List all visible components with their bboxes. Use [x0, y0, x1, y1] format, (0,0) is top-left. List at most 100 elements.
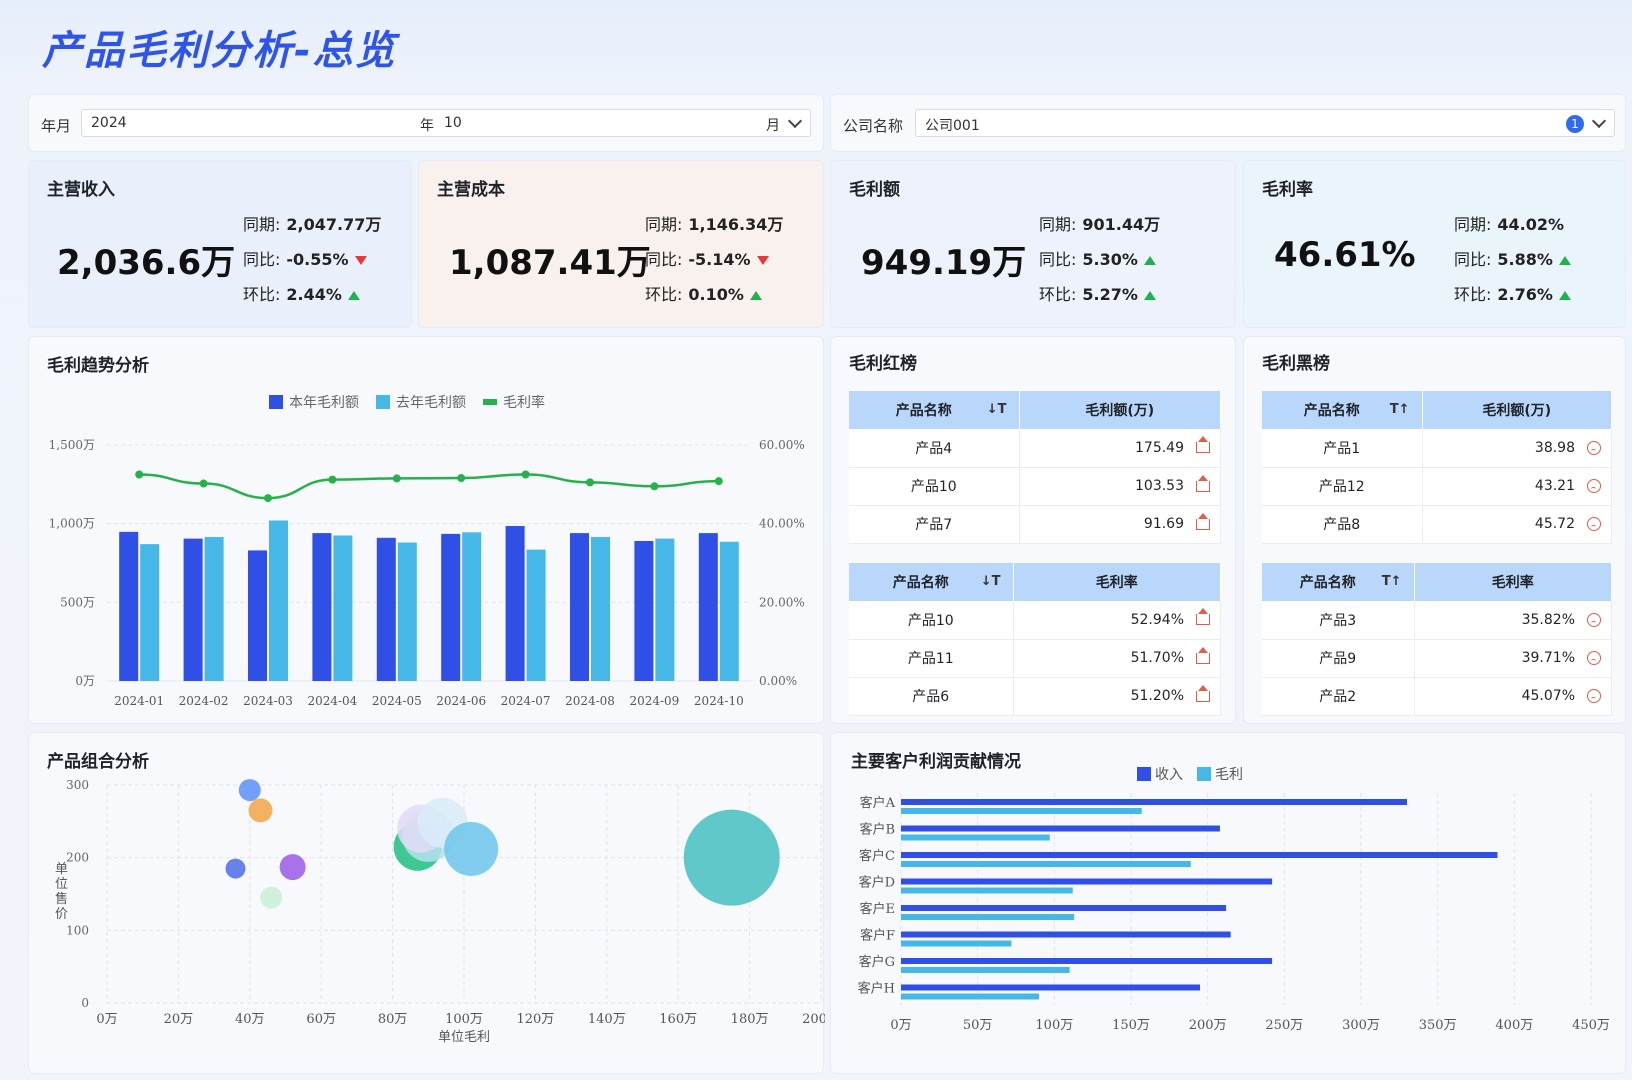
legend-label: 去年毛利额	[396, 395, 466, 411]
arrow-down-icon	[354, 256, 367, 265]
x-tick-label: 140万	[588, 1012, 626, 1027]
x-tick-label: 0万	[96, 1012, 117, 1027]
table-row[interactable]: 产品12 43.21	[1262, 467, 1612, 506]
red-rank-panel: 毛利红榜 产品名称 ↓T 毛利额(万) 产品4 175.49 产品10 103.53 产品7 9…	[830, 336, 1236, 724]
x-tick-label: 100万	[1035, 1018, 1073, 1033]
sort-icon[interactable]: T↑	[1381, 574, 1402, 589]
table-row[interactable]: 产品1 38.98	[1262, 429, 1612, 468]
product-name-cell: 产品3	[1262, 601, 1415, 640]
bar	[333, 535, 353, 681]
customer-chart-title: 主要客户利润贡献情况	[851, 752, 1021, 772]
crown-icon	[1196, 512, 1210, 530]
company-select[interactable]: 公司001 1	[915, 109, 1615, 137]
bubble	[225, 858, 246, 879]
table-row[interactable]: 产品8 45.72	[1262, 505, 1612, 544]
y-right-tick-label: 0.00%	[759, 674, 797, 688]
bar	[634, 540, 654, 681]
table-row[interactable]: 产品10 103.53	[849, 467, 1221, 506]
table-row[interactable]: 产品6 51.20%	[849, 677, 1221, 716]
table-row[interactable]: 产品11 51.70%	[849, 639, 1221, 678]
value-cell: 51.70%	[1013, 639, 1221, 678]
value-cell: 39.71%	[1414, 639, 1612, 678]
table-row[interactable]: 产品4 175.49	[849, 429, 1221, 468]
bar	[183, 538, 203, 681]
kpi-same-row: 同期: 1,146.34万	[645, 211, 783, 235]
legend-swatch	[1137, 767, 1151, 781]
bar	[719, 541, 739, 681]
line-point	[328, 475, 337, 484]
crown-icon	[1196, 646, 1210, 664]
col-product-name[interactable]: 产品名称 T↑	[1262, 391, 1423, 429]
value-text: 175.49	[1135, 439, 1184, 456]
col-value: 毛利率	[1013, 563, 1221, 601]
year-month-select[interactable]: 2024 年 10 月	[81, 109, 811, 137]
bar	[901, 808, 1142, 814]
sad-face-icon	[1587, 517, 1601, 531]
col-value: 毛利率	[1414, 563, 1612, 601]
kpi-mom-value: 2.76%	[1497, 285, 1553, 304]
bar	[505, 526, 525, 681]
customer-chart: 0万 50万 100万 150万 200万 250万 300万 350万 400万 450万 客户A…	[858, 767, 1610, 1033]
bar	[901, 984, 1200, 991]
value-cell: 35.82%	[1414, 601, 1612, 640]
trend-chart: 0万 500万 1,000万 1,500万 0.00% 20.00% 40.00% 60.00…	[49, 394, 805, 708]
sort-icon[interactable]: ↓T	[986, 402, 1007, 417]
bar	[376, 537, 396, 681]
sort-icon[interactable]: ↓T	[980, 574, 1001, 589]
kpi-same-value: 44.02%	[1497, 215, 1565, 234]
kpi-yoy-label: 同比:	[645, 250, 683, 269]
col-product-name-label: 产品名称	[1303, 403, 1360, 419]
bar	[526, 549, 546, 681]
legend-swatch	[269, 395, 283, 409]
y-tick-label: 客户F	[860, 928, 895, 944]
col-product-name[interactable]: 产品名称 ↓T	[849, 563, 1014, 601]
legend-swatch	[483, 399, 497, 405]
col-product-name[interactable]: 产品名称 ↓T	[849, 391, 1020, 429]
kpi-yoy-row: 同比: 5.30%	[1039, 246, 1156, 270]
table-row[interactable]: 产品7 91.69	[849, 505, 1221, 544]
value-cell: 51.20%	[1013, 677, 1221, 716]
chevron-down-icon[interactable]	[787, 113, 803, 129]
bar	[901, 905, 1227, 911]
kpi-same-row: 同期: 901.44万	[1039, 211, 1160, 235]
crown-icon	[1196, 684, 1210, 702]
y-tick-label: 300	[66, 778, 89, 792]
value-cell: 103.53	[1019, 467, 1221, 506]
kpi-yoy-value: 5.30%	[1082, 250, 1138, 269]
red-rank-title: 毛利红榜	[849, 354, 917, 374]
value-text: 51.20%	[1130, 688, 1184, 704]
col-value: 毛利额(万)	[1019, 391, 1221, 429]
kpi-same-label: 同期:	[1039, 215, 1077, 234]
bar	[901, 825, 1220, 832]
y-right-tick-label: 20.00%	[759, 595, 805, 609]
kpi-mom-label: 环比:	[1454, 285, 1492, 304]
x-tick-label: 300万	[1342, 1018, 1380, 1033]
value-cell: 45.07%	[1414, 677, 1612, 716]
sort-icon[interactable]: T↑	[1389, 402, 1410, 417]
x-tick-label: 2024-10	[694, 694, 744, 708]
table-row[interactable]: 产品3 35.82%	[1262, 601, 1612, 640]
kpi-yoy-label: 同比:	[243, 250, 281, 269]
kpi-yoy-value: 5.88%	[1497, 250, 1553, 269]
arrow-up-icon	[749, 291, 762, 300]
kpi-title: 毛利率	[1262, 180, 1313, 200]
line-point	[457, 474, 466, 483]
sad-face-icon	[1587, 479, 1601, 493]
kpi-same-value: 901.44万	[1082, 215, 1161, 234]
value-text: 52.94%	[1130, 611, 1184, 628]
kpi-value: 46.61%	[1274, 235, 1416, 275]
col-product-name[interactable]: 产品名称 T↑	[1262, 563, 1415, 601]
y-tick-label: 200	[66, 851, 89, 865]
black-rank-panel: 毛利黑榜 产品名称 T↑ 毛利额(万) 产品1 38.98 产品12 43.21 产品8 45.…	[1243, 336, 1626, 724]
kpi-title: 主营成本	[437, 180, 505, 200]
bar	[901, 834, 1050, 841]
table-row[interactable]: 产品9 39.71%	[1262, 639, 1612, 678]
bar	[901, 852, 1498, 858]
table-row[interactable]: 产品2 45.07%	[1262, 677, 1612, 716]
kpi-mom-value: 5.27%	[1082, 285, 1138, 304]
chevron-down-icon[interactable]	[1591, 113, 1607, 129]
col-product-name-label: 产品名称	[1299, 575, 1356, 591]
legend-label: 收入	[1155, 767, 1183, 783]
table-row[interactable]: 产品10 52.94%	[849, 601, 1221, 640]
bar	[312, 533, 332, 681]
